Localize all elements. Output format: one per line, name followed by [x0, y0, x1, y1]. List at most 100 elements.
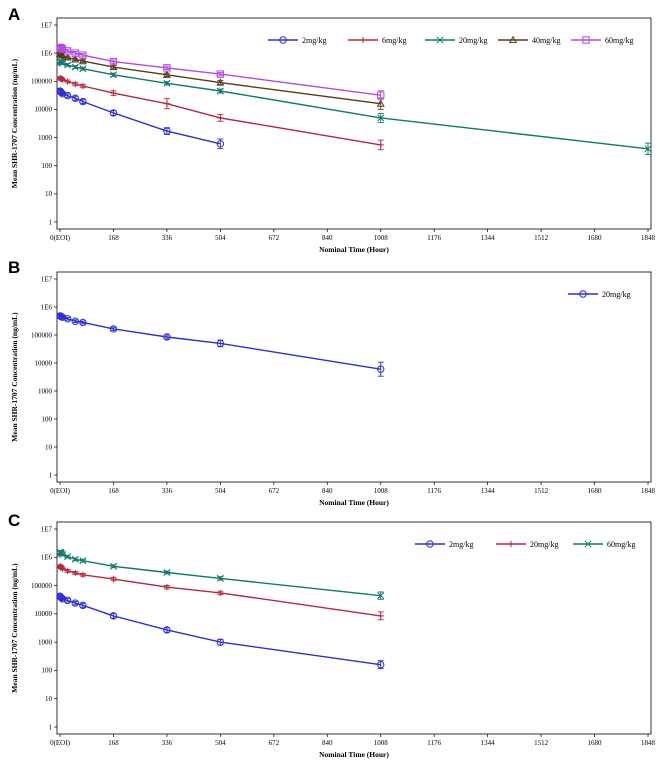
x-tick-label: 1344 [481, 234, 496, 242]
legend-entry: 20mg/kg [568, 290, 630, 299]
y-tick-label: 10000 [35, 610, 53, 618]
series-2mg-kg [56, 592, 385, 670]
x-tick-label: 672 [269, 234, 280, 242]
y-tick-label: 10000 [35, 359, 53, 367]
data-point [377, 365, 385, 373]
y-tick-label: 1000 [38, 387, 53, 395]
data-point [109, 109, 118, 117]
legend-entry: 60mg/kg [571, 36, 633, 45]
x-tick-label: 1680 [588, 487, 603, 495]
legend-marker [582, 36, 590, 44]
x-tick-label: 1848 [641, 234, 656, 242]
data-point [216, 339, 225, 348]
data-point [72, 569, 79, 577]
panel-letter: C [8, 511, 20, 530]
series-line [59, 551, 381, 597]
plot-frame [56, 17, 652, 230]
series-60mg-kg [56, 43, 385, 101]
legend-label: 40mg/kg [532, 36, 560, 45]
legend-entry: 2mg/kg [268, 36, 326, 45]
x-axis-label: Nominal Time (Hour) [319, 498, 389, 507]
data-point [64, 567, 71, 575]
series-line [59, 595, 381, 666]
legend-label: 60mg/kg [605, 36, 633, 45]
data-point [79, 557, 87, 565]
x-tick-label: 1680 [588, 234, 603, 242]
data-point [217, 114, 224, 122]
y-tick-label: 100 [42, 415, 53, 423]
x-tick-label: 672 [269, 487, 280, 495]
data-point [216, 140, 225, 148]
data-point [216, 638, 225, 646]
x-axis-label: Nominal Time (Hour) [319, 750, 389, 759]
x-tick-label: 1344 [481, 487, 496, 495]
panel-letter: B [8, 258, 20, 277]
x-tick-label: 1848 [641, 487, 656, 495]
x-tick-label: 168 [108, 234, 119, 242]
x-tick-label: 0(EOI) [50, 739, 70, 747]
legend-entry: 60mg/kg [573, 540, 635, 549]
data-point [58, 51, 67, 59]
data-point [58, 550, 67, 559]
series-line [59, 60, 649, 150]
x-tick-label: 1848 [641, 739, 656, 747]
data-point [79, 51, 87, 59]
y-tick-label: 1 [49, 471, 53, 479]
panel-letter: A [8, 5, 20, 24]
data-point [71, 94, 79, 102]
x-tick-label: 840 [322, 487, 333, 495]
data-point [163, 583, 171, 591]
data-point [71, 317, 79, 325]
legend-marker [507, 540, 515, 548]
x-tick-label: 1680 [588, 739, 603, 747]
data-point [79, 571, 87, 579]
data-point [79, 318, 87, 327]
y-axis-label: Mean SHR-1707 Concentration (ng/mL) [10, 312, 19, 442]
data-point [79, 601, 87, 610]
y-tick-label: 1 [49, 723, 53, 731]
data-point [71, 49, 79, 57]
series-20mg-kg [56, 563, 384, 621]
x-tick-label: 504 [215, 739, 226, 747]
data-point [163, 333, 171, 341]
y-tick-label: 10 [45, 190, 53, 198]
chart-panel-a: A 1 10 100 1000 10000 100000 1E6 1E7 0(EOI) 168 336… [8, 5, 656, 254]
data-point [109, 62, 118, 71]
series-6mg-kg [56, 74, 384, 151]
plot-frame [56, 521, 652, 735]
data-point [162, 70, 171, 78]
data-point [63, 47, 72, 55]
x-tick-label: 0(EOI) [50, 234, 70, 242]
legend-label: 2mg/kg [449, 540, 473, 549]
legend-label: 2mg/kg [302, 36, 326, 45]
x-axis-label: Nominal Time (Hour) [319, 245, 389, 254]
legend-marker [359, 36, 367, 44]
y-tick-label: 10 [45, 695, 53, 703]
y-tick-label: 1000 [38, 638, 53, 646]
y-tick-label: 1E7 [41, 275, 53, 283]
data-point [79, 82, 87, 90]
x-tick-label: 1512 [534, 234, 549, 242]
x-tick-label: 1176 [427, 739, 441, 747]
data-point [71, 63, 79, 71]
data-point [64, 78, 71, 85]
legend-label: 20mg/kg [602, 290, 630, 299]
data-point [109, 562, 118, 570]
x-tick-label: 336 [162, 234, 173, 242]
y-tick-label: 1E6 [41, 49, 53, 57]
x-tick-label: 336 [162, 487, 173, 495]
y-tick-label: 10000 [35, 106, 53, 114]
data-point [63, 53, 72, 61]
x-tick-label: 1176 [427, 234, 441, 242]
data-point [58, 59, 67, 67]
legend-marker [279, 36, 287, 44]
data-point [377, 114, 385, 122]
y-tick-label: 100000 [31, 582, 53, 590]
series-20mg-kg [56, 57, 652, 155]
data-point [377, 91, 385, 99]
data-point [71, 555, 79, 563]
series-60mg-kg [56, 548, 385, 600]
data-point [64, 553, 72, 561]
data-point [644, 145, 652, 153]
